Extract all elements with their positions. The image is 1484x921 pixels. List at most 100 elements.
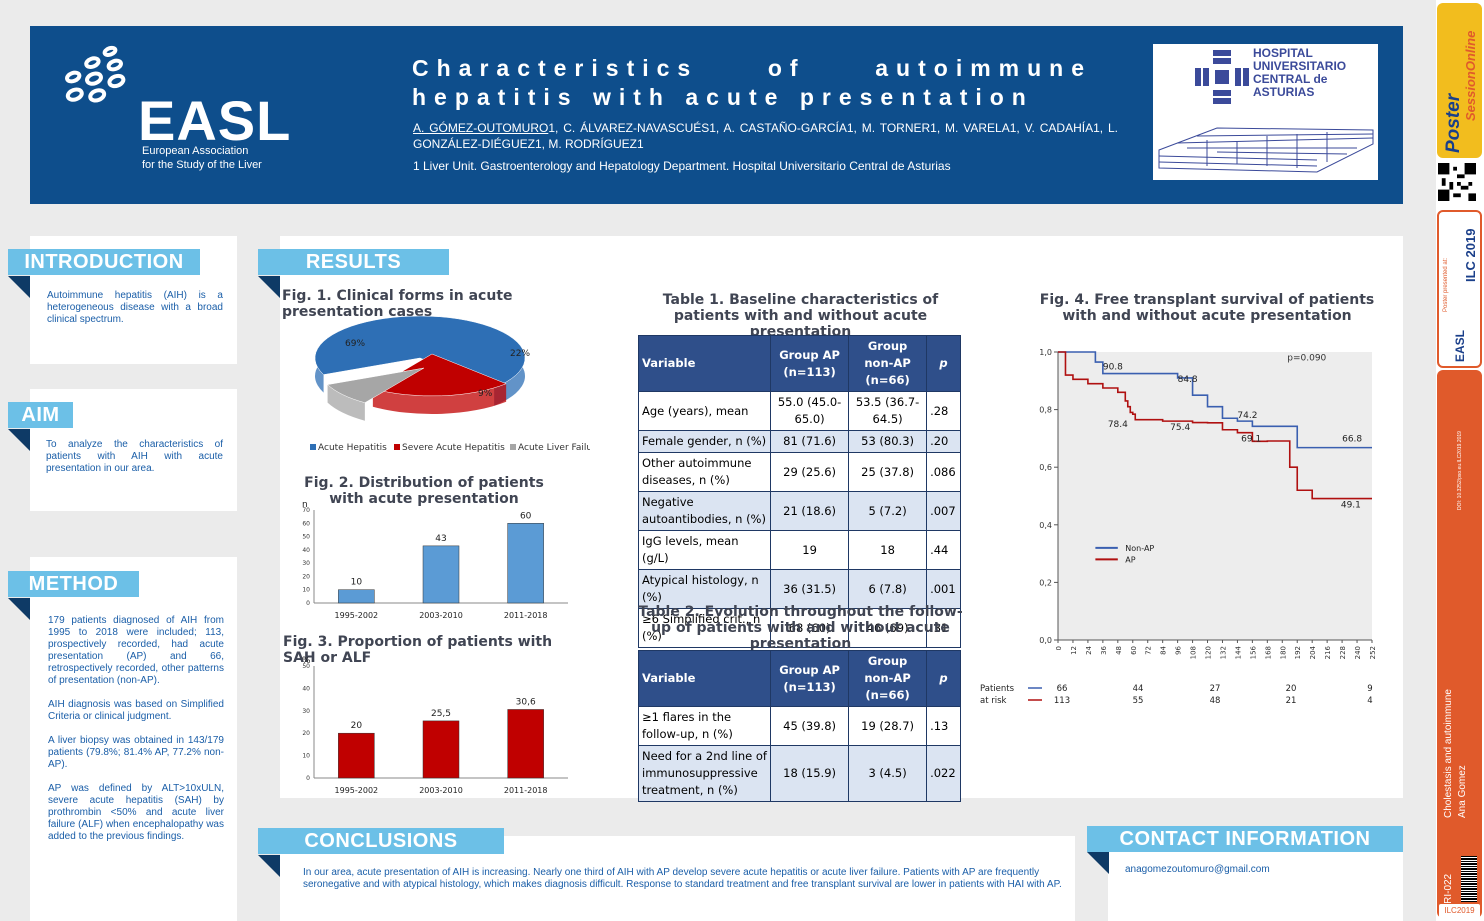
other-authors: 1, C. ÁLVAREZ-NAVASCUÉS1, A. CASTAÑO-GAR… <box>413 121 1118 151</box>
x-tick-label: 216 <box>1324 645 1332 659</box>
survival-value-label: 78.4 <box>1108 420 1128 430</box>
bar-value-label: 30,6 <box>516 697 536 707</box>
session-online-label: SessionOnline <box>1463 30 1478 121</box>
poster-session-online-badge[interactable]: Poster SessionOnline <box>1437 3 1482 158</box>
table-header-cell: p <box>926 650 961 707</box>
y-tick-label: 50 <box>302 663 310 670</box>
legend-swatch <box>394 444 400 450</box>
y-tick-label: 0,4 <box>1039 521 1052 530</box>
table1-title: Table 1. Baseline characteristics of pat… <box>662 292 939 340</box>
bar-value-label: 43 <box>435 534 446 544</box>
ilc-year-label: ILC 2019 <box>1463 228 1478 282</box>
survival-value-label: 49.1 <box>1341 501 1361 511</box>
legend-swatch <box>310 444 316 450</box>
method-corner <box>8 598 30 620</box>
table-cell: IgG levels, mean (g/L) <box>637 530 772 570</box>
table-header-cell: Variable <box>637 335 772 392</box>
bar-value-label: 60 <box>520 511 532 521</box>
authors: A. GÓMEZ-OUTOMURO1, C. ÁLVAREZ-NAVASCUÉS… <box>413 120 1118 152</box>
fig1-pie-chart: 69% 22% 9% Acute Hepatitis Severe Acute Hep… <box>310 315 590 453</box>
easl-logo-hexagons <box>65 45 126 103</box>
table-cell: .022 <box>926 745 961 802</box>
risk-cell-nonap: 44 <box>1133 684 1144 694</box>
table-cell: .31 <box>926 608 961 648</box>
table-row: Atypical histology, n (%) 36 (31.5) 6 (7.8… <box>637 569 961 609</box>
y-tick-label: 10 <box>302 587 310 594</box>
survival-value-label: 75.4 <box>1170 423 1190 433</box>
pie-slice-side <box>372 383 507 414</box>
x-tick-label: 168 <box>1264 646 1272 659</box>
table-header-cell: Variable <box>637 650 772 707</box>
x-tick-label: 60 <box>1130 646 1138 655</box>
table-cell: 68 (60) <box>770 608 850 648</box>
results-corner <box>258 276 280 298</box>
hospital-line1: HOSPITAL <box>1253 46 1313 60</box>
table-cell: .28 <box>926 391 961 431</box>
risk-cell-nonap: 66 <box>1057 684 1068 694</box>
y-tick-label: 50 <box>302 534 310 541</box>
presented-at-label: Poster presented at: <box>1443 257 1449 312</box>
table-cell: 53.5 (36.7-64.5) <box>848 391 928 431</box>
legend-label: Severe Acute Hepatitis <box>402 443 505 453</box>
table-cell: 21 (18.6) <box>770 491 850 531</box>
bar <box>507 523 544 604</box>
poster-title: Characteristics of autoimmune hepatitis … <box>412 55 1092 110</box>
table-cell: 81 (71.6) <box>770 430 850 453</box>
bar-value-label: 20 <box>351 721 363 731</box>
table-cell: 36 (31.5) <box>770 569 850 609</box>
x-tick-label: 36 <box>1100 645 1108 654</box>
fig4-title: Fig. 4. Free transplant survival of pati… <box>1039 292 1375 324</box>
method-paragraph-2: AIH diagnosis was based on Simplified Cr… <box>48 699 224 722</box>
table-row: Need for a 2nd line of immunosuppressive… <box>637 745 961 802</box>
table-cell: .007 <box>926 491 961 531</box>
y-tick-label: 10 <box>302 753 310 760</box>
risk-table-label1: Patients <box>980 684 1015 694</box>
x-tick-label: 0 <box>1055 646 1063 650</box>
hospital-logo: HOSPITAL UNIVERSITARIO CENTRAL de ASTURI… <box>1153 44 1378 180</box>
table-row: Female gender, n (%) 81 (71.6) 53 (80.3) .2… <box>637 430 961 453</box>
y-tick-label: 60 <box>302 520 310 527</box>
contact-email[interactable]: anagomezoutomuro@gmail.com <box>1125 864 1270 875</box>
introduction-corner <box>8 276 30 298</box>
risk-cell-nonap: 9 <box>1367 684 1372 694</box>
barcode-icon <box>1461 856 1477 902</box>
table-cell: 45 (39.8) <box>770 706 850 746</box>
table-cell: .001 <box>926 569 961 609</box>
table-row: IgG levels, mean (g/L) 19 18.44 <box>637 530 961 570</box>
hospital-cross-icon <box>1195 50 1249 104</box>
fig2-title: Fig. 2. Distribution of patients with ac… <box>304 475 544 507</box>
y-tick-label: 0,0 <box>1039 636 1052 645</box>
bar-value-label: 25,5 <box>431 709 451 719</box>
ilc-easl-label: EASL <box>1453 329 1467 362</box>
x-tick-label: 2011-2018 <box>504 611 548 620</box>
y-tick-label: 30 <box>302 560 310 567</box>
aim-text: To analyze the characteristics of patien… <box>46 439 223 474</box>
x-tick-label: 108 <box>1190 646 1198 659</box>
x-tick-label: 120 <box>1205 646 1213 659</box>
table-cell: 46 (69) <box>848 608 928 648</box>
introduction-text: Autoimmune hepatitis (AIH) is a heteroge… <box>47 290 223 325</box>
table-cell: .086 <box>926 452 961 492</box>
table2: Variable Group AP (n=113) Group non-AP (n=… <box>637 650 961 802</box>
pie-slice-label: 69% <box>345 339 365 349</box>
event-code: ILC2019 <box>1439 904 1480 918</box>
x-tick-label: 96 <box>1175 645 1183 654</box>
table-header-row: Variable Group AP (n=113) Group non-AP (n=… <box>637 335 961 392</box>
method-paragraph-4: AP was defined by ALT>10xULN, severe acu… <box>48 783 224 842</box>
method-paragraph-3: A liver biopsy was obtained in 143/179 p… <box>48 735 224 770</box>
y-axis-label: % <box>302 656 311 666</box>
x-tick-label: 2003-2010 <box>419 611 463 620</box>
x-tick-label: 72 <box>1145 646 1153 655</box>
method-heading: METHOD <box>8 571 139 597</box>
legend-swatch <box>510 444 516 450</box>
y-tick-label: 1,0 <box>1039 348 1052 357</box>
y-tick-label: 40 <box>302 685 310 692</box>
method-text: 179 patients diagnosed of AIH from 1995 … <box>48 615 224 843</box>
survival-curve-non-ap <box>1058 351 1372 449</box>
easl-subtitle-line1: European Association <box>142 145 249 157</box>
table-cell: .44 <box>926 530 961 570</box>
x-tick-label: 84 <box>1160 645 1168 654</box>
table-cell: 55.0 (45.0-65.0) <box>770 391 850 431</box>
table-row: Age (years), mean 55.0 (45.0-65.0) 53.5 (3… <box>637 391 961 431</box>
survival-curve-ap <box>1058 351 1372 500</box>
